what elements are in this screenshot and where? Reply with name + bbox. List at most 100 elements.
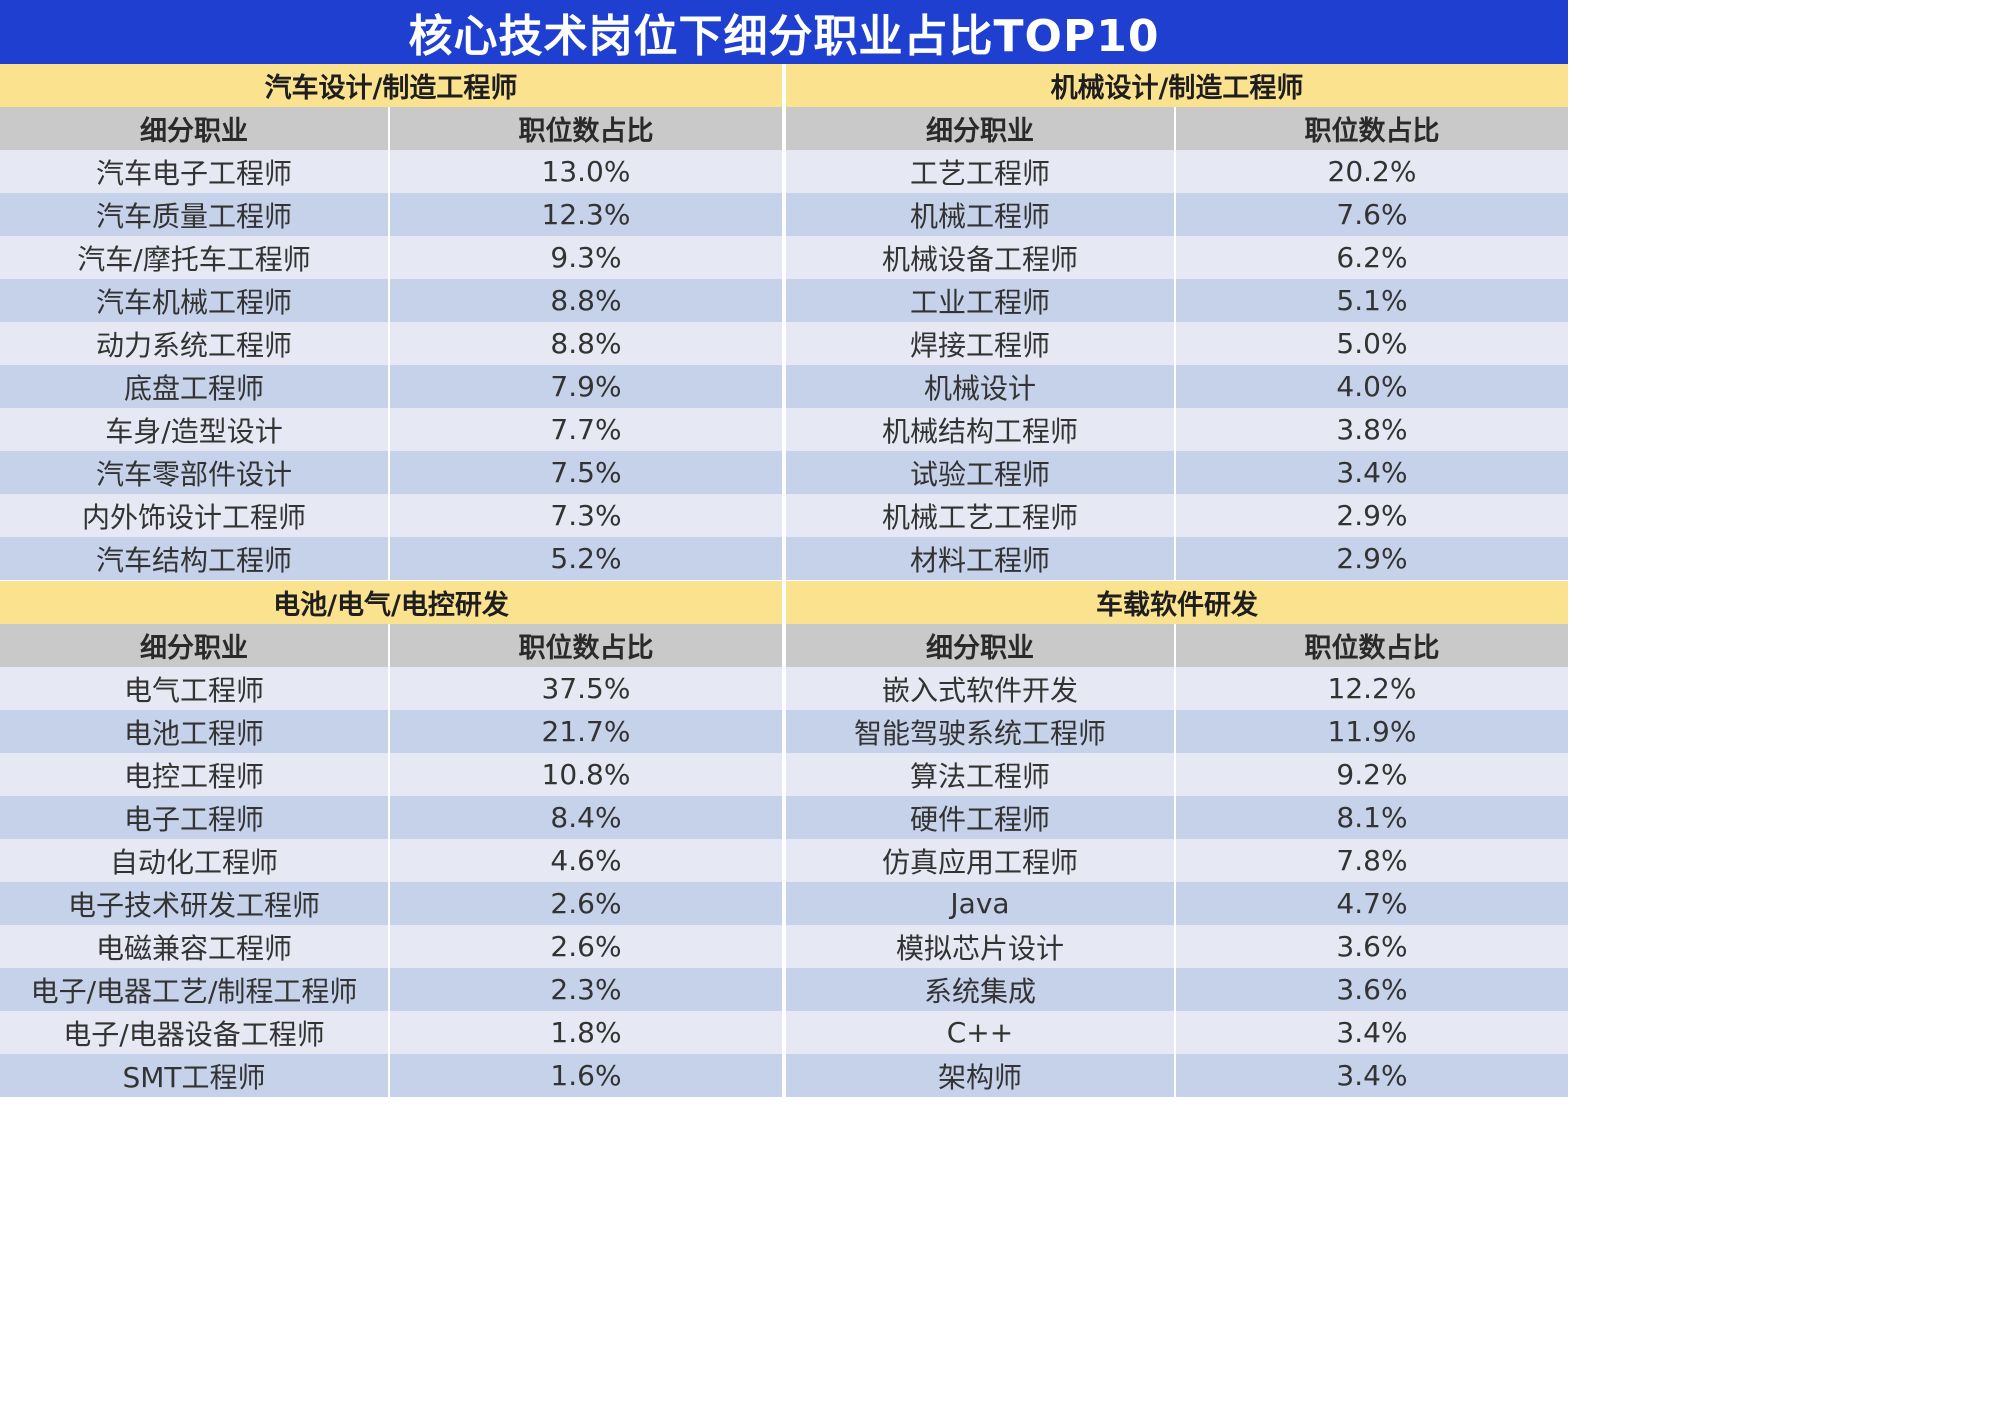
share-cell: 7.7% — [390, 408, 782, 451]
column-header-share: 职位数占比 — [390, 107, 782, 150]
table-row: 智能驾驶系统工程师 11.9% — [786, 710, 1568, 753]
occupation-cell: 模拟芯片设计 — [786, 925, 1176, 968]
share-cell: 37.5% — [390, 667, 782, 710]
table-block-auto-design: 汽车设计/制造工程师 细分职业 职位数占比 汽车电子工程师 13.0% 汽车质量工程师 12… — [0, 64, 782, 580]
share-cell: 9.2% — [1176, 753, 1568, 796]
bottom-strip — [0, 1097, 1568, 1105]
occupation-cell: 电子/电器工艺/制程工程师 — [0, 968, 390, 1011]
table-row: 工艺工程师 20.2% — [786, 150, 1568, 193]
column-header-occupation: 细分职业 — [0, 107, 390, 150]
share-cell: 3.4% — [1176, 451, 1568, 494]
share-cell: 4.0% — [1176, 365, 1568, 408]
occupation-cell: 机械设备工程师 — [786, 236, 1176, 279]
share-cell: 12.2% — [1176, 667, 1568, 710]
share-cell: 8.4% — [390, 796, 782, 839]
column-header-share: 职位数占比 — [1176, 107, 1568, 150]
table-row: 底盘工程师 7.9% — [0, 365, 782, 408]
column-header-share: 职位数占比 — [390, 624, 782, 667]
table-row: 试验工程师 3.4% — [786, 451, 1568, 494]
table-row: 汽车机械工程师 8.8% — [0, 279, 782, 322]
table-row: 焊接工程师 5.0% — [786, 322, 1568, 365]
occupation-cell: 工艺工程师 — [786, 150, 1176, 193]
occupation-cell: 汽车结构工程师 — [0, 537, 390, 580]
share-cell: 3.6% — [1176, 968, 1568, 1011]
table-row: 嵌入式软件开发 12.2% — [786, 667, 1568, 710]
table-row: 自动化工程师 4.6% — [0, 839, 782, 882]
share-cell: 13.0% — [390, 150, 782, 193]
occupation-cell: 机械工艺工程师 — [786, 494, 1176, 537]
table-block-battery-electrical: 电池/电气/电控研发 细分职业 职位数占比 电气工程师 37.5% 电池工程师 21.7% 电… — [0, 581, 782, 1097]
share-cell: 7.9% — [390, 365, 782, 408]
share-cell: 7.6% — [1176, 193, 1568, 236]
share-cell: 2.3% — [390, 968, 782, 1011]
share-cell: 4.6% — [390, 839, 782, 882]
table-row: SMT工程师 1.6% — [0, 1054, 782, 1097]
share-cell: 5.0% — [1176, 322, 1568, 365]
share-cell: 2.9% — [1176, 537, 1568, 580]
occupation-cell: SMT工程师 — [0, 1054, 390, 1097]
table-row: 车身/造型设计 7.7% — [0, 408, 782, 451]
occupation-cell: 机械设计 — [786, 365, 1176, 408]
table-row: 汽车/摩托车工程师 9.3% — [0, 236, 782, 279]
table-row: C++ 3.4% — [786, 1011, 1568, 1054]
infographic-page: 核心技术岗位下细分职业占比TOP10 汽车设计/制造工程师 细分职业 职位数占比 汽车… — [0, 0, 1568, 1105]
table-block-vehicle-software: 车载软件研发 细分职业 职位数占比 嵌入式软件开发 12.2% 智能驾驶系统工程师 11.9… — [786, 581, 1568, 1097]
share-cell: 2.6% — [390, 882, 782, 925]
column-header-row: 细分职业 职位数占比 — [0, 107, 782, 150]
share-cell: 8.8% — [390, 279, 782, 322]
table-row: 算法工程师 9.2% — [786, 753, 1568, 796]
share-cell: 20.2% — [1176, 150, 1568, 193]
share-cell: 7.5% — [390, 451, 782, 494]
table-row: 系统集成 3.6% — [786, 968, 1568, 1011]
occupation-cell: 工业工程师 — [786, 279, 1176, 322]
section-header: 车载软件研发 — [786, 581, 1568, 624]
table-row: 电池工程师 21.7% — [0, 710, 782, 753]
occupation-cell: 焊接工程师 — [786, 322, 1176, 365]
occupation-cell: 车身/造型设计 — [0, 408, 390, 451]
table-row: Java 4.7% — [786, 882, 1568, 925]
share-cell: 7.8% — [1176, 839, 1568, 882]
share-cell: 9.3% — [390, 236, 782, 279]
table-row: 模拟芯片设计 3.6% — [786, 925, 1568, 968]
table-row: 电子/电器设备工程师 1.8% — [0, 1011, 782, 1054]
table-row: 电子工程师 8.4% — [0, 796, 782, 839]
occupation-cell: 算法工程师 — [786, 753, 1176, 796]
occupation-cell: 硬件工程师 — [786, 796, 1176, 839]
share-cell: 4.7% — [1176, 882, 1568, 925]
occupation-cell: 机械工程师 — [786, 193, 1176, 236]
occupation-cell: Java — [786, 882, 1176, 925]
table-row: 汽车零部件设计 7.5% — [0, 451, 782, 494]
table-row: 机械结构工程师 3.8% — [786, 408, 1568, 451]
column-header-occupation: 细分职业 — [786, 624, 1176, 667]
share-cell: 8.8% — [390, 322, 782, 365]
occupation-cell: 电磁兼容工程师 — [0, 925, 390, 968]
page-title: 核心技术岗位下细分职业占比TOP10 — [0, 0, 1568, 64]
occupation-cell: 自动化工程师 — [0, 839, 390, 882]
column-header-occupation: 细分职业 — [786, 107, 1176, 150]
table-row: 电磁兼容工程师 2.6% — [0, 925, 782, 968]
column-header-row: 细分职业 职位数占比 — [0, 624, 782, 667]
occupation-cell: 电子技术研发工程师 — [0, 882, 390, 925]
occupation-cell: 电子工程师 — [0, 796, 390, 839]
occupation-cell: 汽车质量工程师 — [0, 193, 390, 236]
share-cell: 7.3% — [390, 494, 782, 537]
share-cell: 3.4% — [1176, 1011, 1568, 1054]
share-cell: 21.7% — [390, 710, 782, 753]
occupation-cell: 电池工程师 — [0, 710, 390, 753]
share-cell: 1.8% — [390, 1011, 782, 1054]
share-cell: 3.8% — [1176, 408, 1568, 451]
table-row: 电子/电器工艺/制程工程师 2.3% — [0, 968, 782, 1011]
occupation-cell: 仿真应用工程师 — [786, 839, 1176, 882]
table-row: 汽车电子工程师 13.0% — [0, 150, 782, 193]
occupation-cell: 电气工程师 — [0, 667, 390, 710]
occupation-cell: 电控工程师 — [0, 753, 390, 796]
table-row: 机械设备工程师 6.2% — [786, 236, 1568, 279]
occupation-cell: 汽车零部件设计 — [0, 451, 390, 494]
occupation-cell: 汽车机械工程师 — [0, 279, 390, 322]
section-header: 汽车设计/制造工程师 — [0, 64, 782, 107]
share-cell: 10.8% — [390, 753, 782, 796]
share-cell: 3.6% — [1176, 925, 1568, 968]
share-cell: 6.2% — [1176, 236, 1568, 279]
table-block-mechanical-design: 机械设计/制造工程师 细分职业 职位数占比 工艺工程师 20.2% 机械工程师 7.6% 机械… — [786, 64, 1568, 580]
occupation-cell: 试验工程师 — [786, 451, 1176, 494]
